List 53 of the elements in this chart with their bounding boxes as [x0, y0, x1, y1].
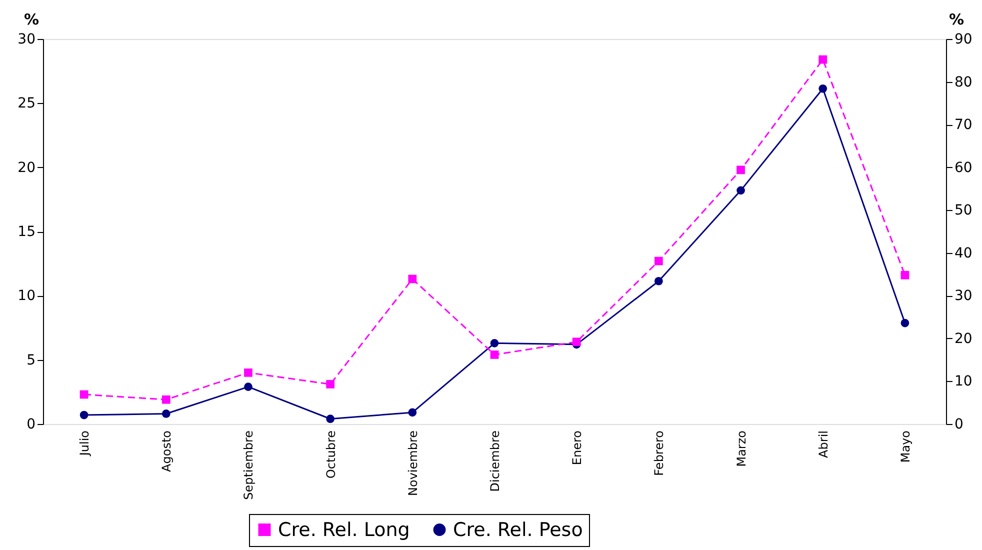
point: [900, 318, 910, 328]
point: [80, 390, 88, 399]
y2-axis-title: %: [948, 10, 964, 28]
y-axis-title: %: [24, 10, 40, 28]
y2-tick-label: 60: [954, 160, 972, 176]
legend-label: Cre. Rel. Peso: [453, 518, 583, 541]
point: [244, 368, 252, 377]
x-tick-label: Abril: [816, 430, 830, 458]
y-tick-label: 10: [18, 288, 36, 304]
point: [736, 186, 745, 195]
y-tick-label: 30: [18, 32, 36, 48]
point: [80, 410, 88, 420]
y-tick-label: 0: [26, 416, 36, 432]
y2-tick-label: 10: [954, 374, 972, 390]
point: [736, 166, 745, 174]
legend-label: Cre. Rel. Long: [278, 518, 410, 541]
point: [654, 276, 663, 286]
y-tick-label: 15: [18, 224, 36, 240]
y2-tick-label: 0: [954, 416, 964, 432]
point: [162, 395, 170, 404]
x-tick-label: Diciembre: [488, 430, 502, 492]
point: [572, 338, 581, 346]
x-tick-label: Enero: [570, 430, 584, 466]
point: [654, 256, 663, 266]
y-tick-label: 25: [18, 96, 36, 112]
y2-tick-label: 80: [954, 74, 972, 90]
point: [244, 382, 252, 391]
point: [818, 55, 828, 64]
y2-tick-label: 70: [954, 117, 972, 134]
x-tick-label: Febrero: [652, 430, 666, 476]
point: [408, 408, 417, 417]
y2-tick-label: 50: [954, 202, 972, 219]
point: [490, 338, 499, 348]
y-tick-label: 20: [18, 160, 36, 176]
y2-tick-label: 90: [954, 32, 972, 48]
point: [408, 274, 417, 284]
x-tick-label: Septiembre: [242, 430, 256, 500]
x-tick-label: Mayo: [898, 430, 912, 463]
x-tick-label: Julio: [78, 430, 92, 457]
y2-tick-label: 40: [954, 245, 972, 262]
x-tick-label: Agosto: [160, 430, 174, 472]
point: [162, 410, 170, 418]
point: [490, 350, 499, 359]
point: [818, 84, 828, 93]
point: [900, 270, 910, 280]
point: [326, 380, 334, 388]
x-tick-label: Marzo: [734, 430, 748, 467]
point: [326, 414, 334, 424]
y2-tick-label: 20: [954, 330, 972, 347]
x-tick-label: Noviembre: [406, 430, 420, 496]
y2-tick-label: 30: [954, 288, 972, 304]
x-tick-label: Octubre: [324, 430, 338, 479]
y-tick-label: 5: [26, 352, 36, 368]
